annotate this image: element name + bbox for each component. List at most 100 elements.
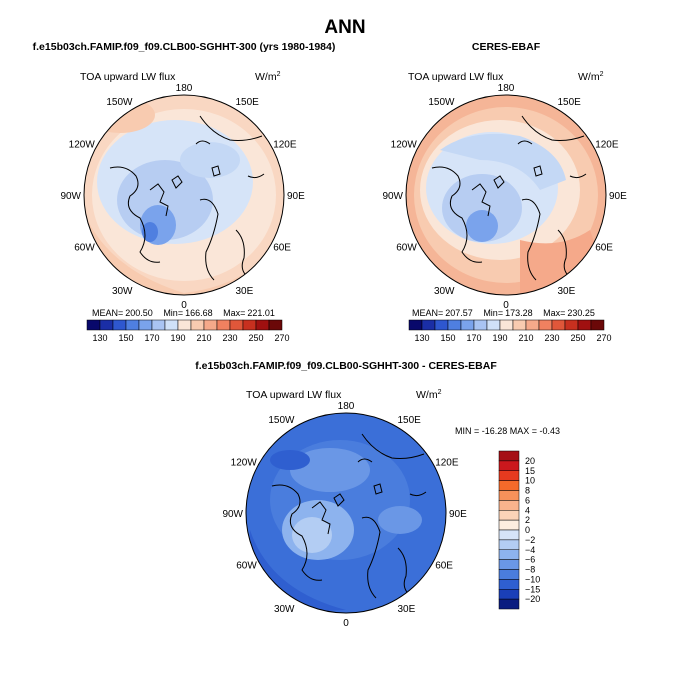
lon-label: 120E <box>595 140 619 151</box>
panel-obs-boundary <box>405 94 607 296</box>
lon-label: 0 <box>503 300 509 311</box>
panel-diff-field <box>246 413 446 613</box>
colorbar-tick-label: 230 <box>222 333 237 343</box>
panel-obs-units: W/m2 <box>578 71 604 83</box>
lon-label: 60E <box>273 243 291 254</box>
panel-diff-coastlines <box>271 433 427 599</box>
panel-model-stats: MEAN= 200.50 Min= 166.68 Max= 221.01 <box>92 308 275 318</box>
lon-label: 0 <box>181 300 187 311</box>
colorbar-swatch <box>498 460 520 472</box>
colorbar-tick-label: 10 <box>525 476 535 486</box>
colorbar-swatch <box>499 319 514 331</box>
colorbar-tick-label: 230 <box>544 333 559 343</box>
colorbar-swatch <box>551 319 566 331</box>
colorbar-swatch <box>498 539 520 551</box>
colorbar-swatch <box>498 470 520 481</box>
lon-label: 30E <box>398 604 416 615</box>
colorbar-swatch <box>434 319 449 331</box>
colorbar-swatch <box>564 319 579 331</box>
lon-label: 30E <box>236 286 254 297</box>
lon-label: 90W <box>382 191 403 202</box>
lon-label: 180 <box>498 83 515 94</box>
lon-label: 30W <box>434 286 455 297</box>
colorbar-swatch <box>590 319 605 331</box>
panel-obs-coastlines <box>431 115 587 281</box>
lon-label: 90W <box>60 191 81 202</box>
panel-model-variable: TOA upward LW flux <box>80 71 176 83</box>
colorbar-swatch <box>408 319 423 331</box>
colorbar-tick-label: 270 <box>596 333 611 343</box>
panel-diff-stats: MIN = -16.28 MAX = -0.43 <box>455 426 560 436</box>
colorbar-swatch <box>421 319 436 331</box>
colorbar-tick-label: −6 <box>525 555 535 565</box>
lon-label: 120E <box>273 140 297 151</box>
colorbar-tick-label: 170 <box>144 333 159 343</box>
colorbar-swatch <box>498 490 520 501</box>
colorbar-swatch <box>498 549 520 560</box>
panel-model-colorbar: 130 150 170 190 210 230 250 270 <box>86 319 290 343</box>
colorbar-swatch <box>498 519 520 531</box>
colorbar-swatch <box>112 319 127 331</box>
panel-obs-field <box>406 95 606 295</box>
colorbar-swatch <box>473 319 488 331</box>
lon-label: 150W <box>106 97 133 108</box>
panel-model-field <box>84 95 284 295</box>
lon-label: 150W <box>268 415 295 426</box>
colorbar-tick-label: 15 <box>525 466 535 476</box>
panel-obs-variable: TOA upward LW flux <box>408 71 504 83</box>
lon-label: 60W <box>236 561 257 572</box>
colorbar-swatch <box>512 319 527 331</box>
colorbar-swatch <box>255 319 270 331</box>
lon-label: 60W <box>396 243 417 254</box>
colorbar-swatch <box>577 319 592 331</box>
colorbar-swatch <box>242 319 257 331</box>
colorbar-tick-label: 250 <box>248 333 263 343</box>
colorbar-swatch <box>177 319 192 331</box>
colorbar-swatch <box>190 319 205 331</box>
colorbar-swatch <box>447 319 462 331</box>
panel-diff-lon-labels: 180 150E 120E 90E 60E 30E 0 30W 60W 90W 120W 150W <box>222 401 467 629</box>
page-title: ANN <box>324 17 365 38</box>
colorbar-tick-label: 2 <box>525 515 530 525</box>
panel-model-units: W/m2 <box>255 71 281 83</box>
panel-diff-title: f.e15b03ch.FAMIP.f09_f09.CLB00-SGHHT-300… <box>195 360 497 372</box>
panel-model-boundary <box>83 94 285 296</box>
colorbar-swatch <box>229 319 244 331</box>
colorbar-swatch <box>498 510 520 521</box>
colorbar-swatch <box>151 319 166 331</box>
colorbar-tick-label: 20 <box>525 456 535 466</box>
lon-label: 90E <box>287 191 305 202</box>
lon-label: 120W <box>231 458 258 469</box>
panel-obs: CERES-EBAF TOA upward LW flux W/m2 180 15… <box>382 41 627 343</box>
colorbar-swatch <box>216 319 231 331</box>
colorbar-swatch <box>268 319 283 331</box>
colorbar-tick-label: −2 <box>525 535 535 545</box>
lon-label: 60E <box>595 243 613 254</box>
colorbar-tick-label: 270 <box>274 333 289 343</box>
lon-label: 120E <box>435 458 459 469</box>
colorbar-tick-label: 6 <box>525 495 530 505</box>
colorbar-tick-label: 150 <box>118 333 133 343</box>
colorbar-swatch <box>138 319 153 331</box>
colorbar-tick-label: −8 <box>525 565 535 575</box>
panel-diff-variable: TOA upward LW flux <box>246 389 342 401</box>
lon-label: 150W <box>428 97 455 108</box>
panel-diff: f.e15b03ch.FAMIP.f09_f09.CLB00-SGHHT-300… <box>195 360 560 629</box>
lon-label: 150E <box>398 415 422 426</box>
lon-label: 30E <box>558 286 576 297</box>
colorbar-tick-label: 190 <box>170 333 185 343</box>
panel-diff-boundary <box>245 412 447 614</box>
colorbar-tick-label: −15 <box>525 584 540 594</box>
colorbar-tick-label: −4 <box>525 545 535 555</box>
lon-label: 180 <box>176 83 193 94</box>
colorbar-swatch <box>498 569 520 580</box>
panel-diff-units: W/m2 <box>416 389 442 401</box>
lon-label: 120W <box>391 140 418 151</box>
colorbar-swatch <box>486 319 501 331</box>
lon-label: 30W <box>112 286 133 297</box>
colorbar-swatch <box>203 319 218 331</box>
panel-obs-lon-labels: 180 150E 120E 90E 60E 30E 0 30W 60W 90W 120W 150W <box>382 83 627 311</box>
colorbar-tick-label: −20 <box>525 594 540 604</box>
colorbar-swatch <box>498 579 520 590</box>
